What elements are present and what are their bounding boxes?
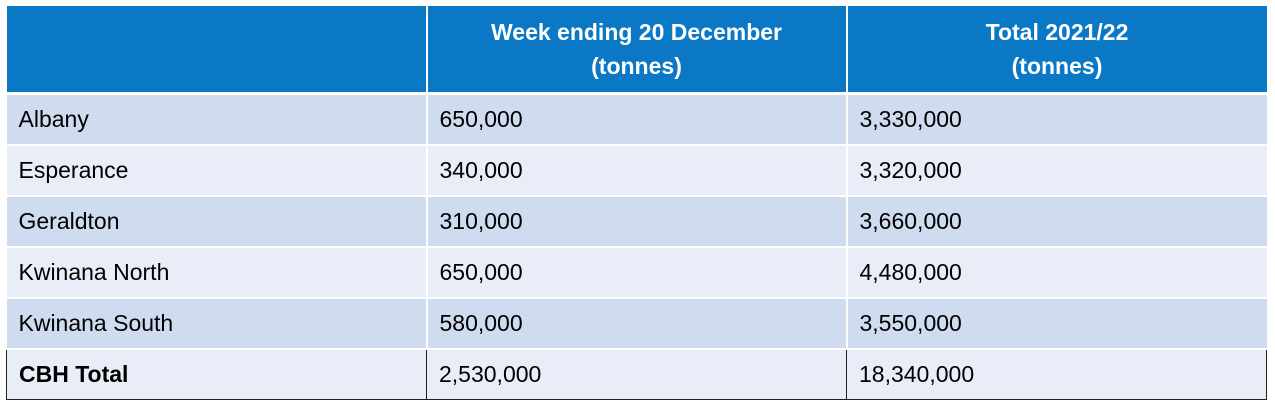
table-row: Geraldton 310,000 3,660,000 [6, 196, 1267, 248]
cell-week: 650,000 [426, 247, 848, 299]
cell-port: Kwinana South [6, 298, 428, 350]
cell-port: Kwinana North [6, 247, 428, 299]
cell-week: 650,000 [426, 93, 848, 146]
header-week-line1: Week ending 20 December [490, 19, 783, 45]
cell-port: Albany [6, 93, 428, 146]
cell-week: 580,000 [426, 298, 848, 350]
table-header: Week ending 20 December (tonnes) Total 2… [6, 6, 1267, 95]
cell-total: 3,660,000 [846, 196, 1267, 248]
table-row: Albany 650,000 3,330,000 [6, 93, 1267, 146]
header-total-line1: Total 2021/22 [985, 19, 1129, 45]
grain-receivals-table: Week ending 20 December (tonnes) Total 2… [6, 6, 1267, 400]
cell-port: Esperance [6, 145, 428, 197]
grain-receivals-table-wrapper: Week ending 20 December (tonnes) Total 2… [6, 6, 1267, 400]
header-week: Week ending 20 December (tonnes) [426, 6, 848, 95]
total-season: 18,340,000 [846, 348, 1267, 400]
table-row: Kwinana South 580,000 3,550,000 [6, 298, 1267, 350]
table-row: Esperance 340,000 3,320,000 [6, 145, 1267, 197]
total-label: CBH Total [6, 348, 427, 400]
cell-week: 340,000 [426, 145, 848, 197]
cell-total: 3,320,000 [846, 145, 1267, 197]
total-row: CBH Total 2,530,000 18,340,000 [6, 348, 1267, 400]
header-week-line2: (tonnes) [591, 53, 682, 79]
cell-total: 3,550,000 [846, 298, 1267, 350]
total-week: 2,530,000 [426, 348, 847, 400]
cell-port: Geraldton [6, 196, 428, 248]
cell-total: 3,330,000 [846, 93, 1267, 146]
header-port [6, 6, 428, 95]
table-body: Albany 650,000 3,330,000 Esperance 340,0… [6, 93, 1267, 400]
table-row: Kwinana North 650,000 4,480,000 [6, 247, 1267, 299]
header-total-line2: (tonnes) [1011, 53, 1103, 79]
cell-total: 4,480,000 [846, 247, 1267, 299]
cell-week: 310,000 [426, 196, 848, 248]
header-row: Week ending 20 December (tonnes) Total 2… [6, 6, 1267, 95]
header-total: Total 2021/22 (tonnes) [846, 6, 1267, 95]
